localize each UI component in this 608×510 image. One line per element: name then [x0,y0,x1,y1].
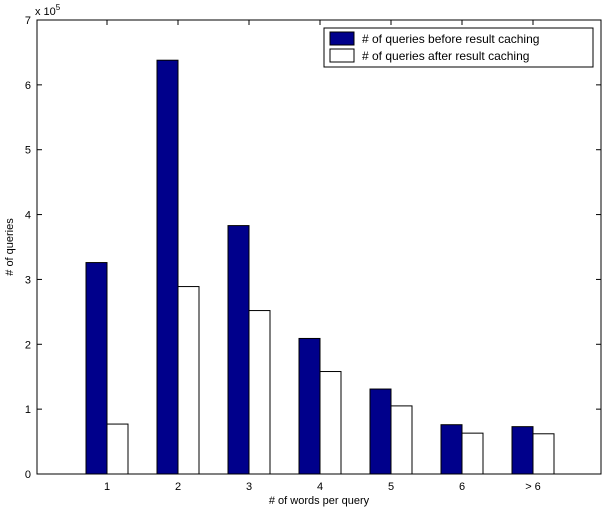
y-tick-label: 6 [25,80,31,92]
legend: # of queries before result caching # of … [323,27,594,68]
bar-before-2 [156,59,179,475]
bar-before-4 [298,337,321,475]
y-multiplier-label: x 105 [35,3,61,18]
x-tick-label: 2 [175,481,181,493]
y-tick-label: 7 [25,15,31,27]
x-tick-label: 4 [317,481,323,493]
bar-before-3 [227,225,250,475]
plot-area-frame [36,19,602,475]
bar-after-1 [106,423,129,475]
ticks-layer: 0 1 2 3 4 5 6 7 1 2 3 4 5 6 > 6 [25,15,601,493]
y-tick-label: 2 [25,339,31,351]
x-tick-label: 3 [246,481,252,493]
y-tick-label: 4 [25,210,31,222]
legend-swatch-before [329,31,355,46]
legend-label-after: # of queries after result caching [362,49,529,63]
legend-label-before: # of queries before result caching [362,32,539,46]
bar-after-4 [319,371,342,475]
y-multiplier-exponent: 5 [56,3,61,12]
y-axis-label: # of queries [4,218,16,276]
x-tick-label: 5 [388,481,394,493]
bar-after-5 [390,405,413,475]
bar-after-3 [248,310,271,475]
bar-before-7 [511,426,534,475]
bar-after-7 [532,433,555,475]
y-tick-label: 1 [25,404,31,416]
bar-before-5 [369,388,392,475]
legend-box [323,27,594,68]
x-tick-label: > 6 [525,481,541,493]
bar-after-2 [177,286,200,475]
x-tick-label: 6 [459,481,465,493]
bar-after-6 [461,432,484,475]
y-tick-label: 3 [25,274,31,286]
bars-layer [85,59,555,475]
bar-before-1 [85,262,108,475]
legend-swatch-after [329,48,355,63]
x-axis-label: # of words per query [269,495,370,507]
y-tick-label: 5 [25,145,31,157]
bar-before-6 [440,424,463,475]
x-tick-label: 1 [104,481,110,493]
y-tick-label: 0 [25,469,31,481]
